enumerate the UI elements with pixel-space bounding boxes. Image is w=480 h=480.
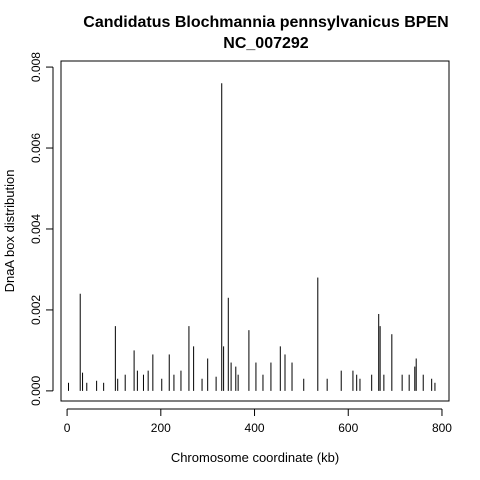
x-tick-label: 800: [432, 421, 452, 435]
chart-title: Candidatus Blochmannia pennsylvanicus BP…: [83, 14, 448, 31]
y-axis: 0.000 0.002 0.004 0.006 0.008: [29, 52, 54, 406]
y-tick-label: 0.008: [29, 52, 43, 82]
plot-frame: [60, 60, 450, 402]
x-tick-label: 400: [245, 421, 265, 435]
data-bars: [67, 83, 436, 391]
chart-subtitle: NC_007292: [223, 35, 309, 52]
y-tick-label: 0.002: [29, 295, 43, 325]
x-axis-label: Chromosome coordinate (kb): [171, 450, 339, 465]
x-tick-label: 0: [64, 421, 71, 435]
y-axis-label: DnaA box distribution: [2, 170, 17, 293]
y-tick-label: 0.004: [29, 214, 43, 244]
x-tick-label: 200: [151, 421, 171, 435]
y-tick-label: 0.006: [29, 133, 43, 163]
y-tick-label: 0.000: [29, 376, 43, 406]
x-tick-label: 600: [338, 421, 358, 435]
x-axis: 0 200 400 600 800: [64, 408, 452, 435]
